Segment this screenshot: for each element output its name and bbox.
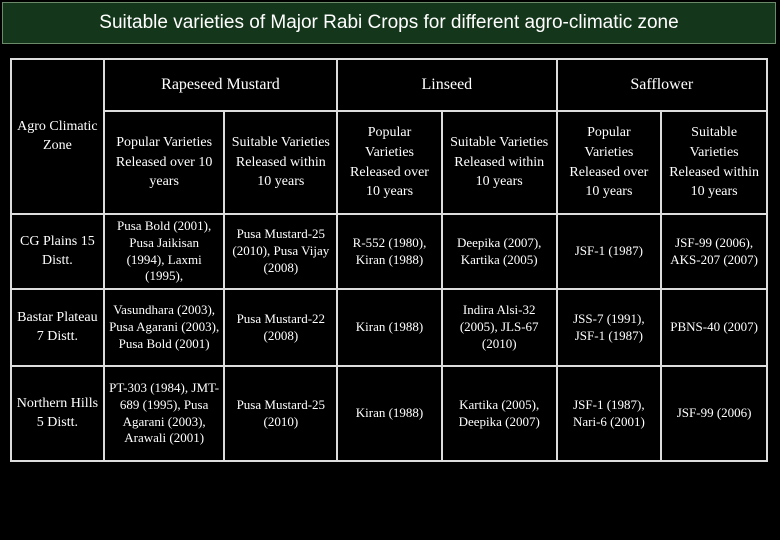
subheader-cell: Suitable Varieties Released within 10 ye… [223, 110, 339, 215]
variety-cell: Kiran (1988) [336, 288, 443, 367]
group-header: Safflower [555, 58, 769, 112]
table-row: Northern Hills 5 Distt. PT-303 (1984), JM… [10, 365, 768, 462]
subheader-cell: Popular Varieties Released over 10 years [555, 110, 663, 215]
table-row: CG Plains 15 Distt. Pusa Bold (2001), Pus… [10, 213, 768, 290]
subheader-cell: Popular Varieties Released over 10 years [336, 110, 443, 215]
variety-cell: R-552 (1980), Kiran (1988) [336, 213, 443, 290]
zone-cell: Northern Hills 5 Distt. [10, 365, 105, 462]
variety-cell: Pusa Mustard-25 (2010), Pusa Vijay (2008… [223, 213, 339, 290]
variety-cell: Pusa Bold (2001), Pusa Jaikisan (1994), … [102, 213, 226, 290]
zone-cell: CG Plains 15 Distt. [10, 213, 105, 290]
variety-cell: Pusa Mustard-25 (2010) [223, 365, 339, 462]
variety-cell: Deepika (2007), Kartika (2005) [440, 213, 558, 290]
subheader-cell: Suitable Varieties Released within 10 ye… [440, 110, 558, 215]
variety-cell: Pusa Mustard-22 (2008) [223, 288, 339, 367]
variety-cell: Vasundhara (2003), Pusa Agarani (2003), … [102, 288, 226, 367]
zone-cell: Bastar Plateau 7 Distt. [10, 288, 105, 367]
variety-cell: JSF-99 (2006), AKS-207 (2007) [660, 213, 768, 290]
group-header: Linseed [336, 58, 558, 112]
variety-cell: JSS-7 (1991), JSF-1 (1987) [555, 288, 663, 367]
varieties-table: Agro Climatic Zone Rapeseed Mustard Lins… [10, 58, 769, 462]
corner-cell: Agro Climatic Zone [10, 58, 105, 215]
variety-cell: JSF-1 (1987), Nari-6 (2001) [555, 365, 663, 462]
variety-cell: Kartika (2005), Deepika (2007) [440, 365, 558, 462]
variety-cell: PT-303 (1984), JMT-689 (1995), Pusa Agar… [102, 365, 226, 462]
table-row: Bastar Plateau 7 Distt. Vasundhara (2003)… [10, 288, 768, 367]
variety-cell: JSF-99 (2006) [660, 365, 768, 462]
subheader-cell: Suitable Varieties Released within 10 ye… [660, 110, 768, 215]
group-row: Agro Climatic Zone Rapeseed Mustard Lins… [10, 58, 769, 215]
slide-title: Suitable varieties of Major Rabi Crops f… [2, 2, 776, 44]
subheader-row: Popular Varieties Released over 10 years… [11, 110, 768, 215]
variety-cell: JSF-1 (1987) [555, 213, 663, 290]
subheader-cell: Popular Varieties Released over 10 years [102, 110, 226, 215]
variety-cell: Indira Alsi-32 (2005), JLS-67 (2010) [440, 288, 558, 367]
group-header: Rapeseed Mustard [102, 58, 339, 112]
variety-cell: PBNS-40 (2007) [660, 288, 768, 367]
variety-cell: Kiran (1988) [336, 365, 443, 462]
